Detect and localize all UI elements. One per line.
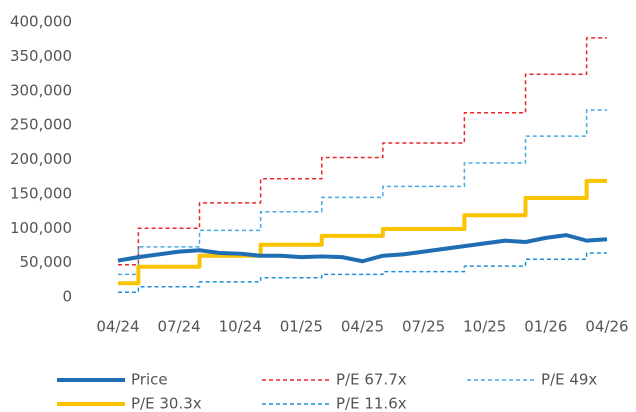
y-tick-label: 350,000 — [10, 47, 72, 65]
x-tick-label: 01/26 — [524, 318, 567, 336]
y-tick-label: 0 — [62, 288, 72, 306]
y-tick-label: 400,000 — [10, 13, 72, 31]
series-line — [118, 37, 607, 266]
series-line — [117, 233, 608, 264]
x-tick-label: 10/24 — [219, 318, 262, 336]
legend-label: P/E 49x — [541, 371, 597, 389]
y-tick-label: 250,000 — [10, 116, 72, 134]
x-tick-label: 04/25 — [341, 318, 384, 336]
legend-label: P/E 30.3x — [131, 395, 202, 412]
x-tick-label: 01/25 — [280, 318, 323, 336]
x-tick-label: 07/24 — [158, 318, 201, 336]
series-line — [118, 252, 607, 293]
y-tick-label: 100,000 — [10, 219, 72, 237]
x-tick-label: 10/25 — [463, 318, 506, 336]
x-tick-label: 04/24 — [96, 318, 139, 336]
series-line — [118, 178, 607, 286]
series-line — [118, 109, 607, 276]
y-tick-label: 150,000 — [10, 184, 72, 202]
y-tick-label: 300,000 — [10, 81, 72, 99]
x-tick-label: 04/26 — [585, 318, 628, 336]
y-tick-label: 200,000 — [10, 150, 72, 168]
x-tick-label: 07/25 — [402, 318, 445, 336]
y-tick-label: 50,000 — [20, 253, 73, 271]
legend-label: P/E 11.6x — [336, 395, 407, 412]
legend-label: P/E 67.7x — [336, 371, 407, 389]
legend-label: Price — [131, 371, 168, 389]
